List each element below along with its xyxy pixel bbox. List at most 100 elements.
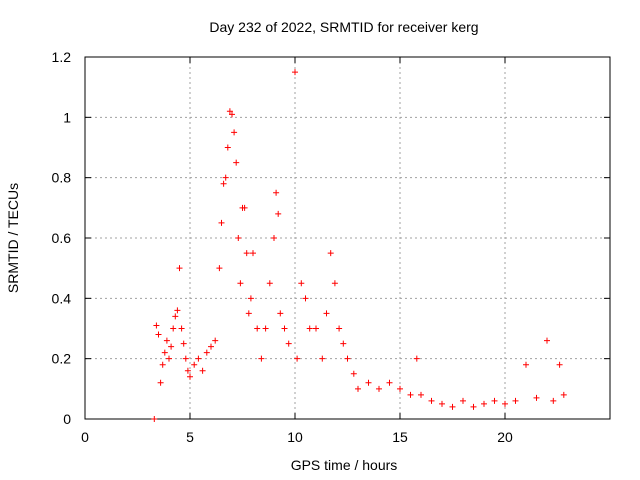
data-point (212, 337, 219, 344)
data-point (226, 108, 233, 115)
data-point (331, 280, 338, 287)
data-point (344, 355, 351, 362)
x-axis-label: GPS time / hours (291, 457, 398, 473)
data-point (245, 310, 252, 317)
data-point (151, 416, 158, 422)
x-tick-label: 10 (287, 429, 303, 445)
chart-title: Day 232 of 2022, SRMTID for receiver ker… (209, 19, 478, 35)
y-tick-label: 0.2 (52, 351, 72, 367)
data-point (319, 355, 326, 362)
data-point (254, 325, 261, 332)
data-point (460, 397, 466, 404)
data-point (302, 295, 309, 302)
data-point (166, 355, 172, 362)
data-point (231, 129, 238, 136)
x-tick-label: 20 (497, 429, 513, 445)
data-point (277, 310, 284, 317)
data-point (233, 159, 240, 166)
data-point (222, 174, 229, 181)
data-point (386, 379, 393, 386)
data-point (285, 340, 292, 347)
data-point (323, 310, 330, 317)
y-tick-label: 1 (63, 109, 71, 125)
data-point (168, 343, 175, 350)
data-point (180, 340, 187, 347)
data-point (275, 210, 282, 217)
data-point (439, 400, 445, 407)
data-point (313, 325, 319, 332)
data-point (208, 343, 214, 350)
data-points (151, 69, 567, 422)
data-point (350, 370, 357, 377)
data-point (470, 403, 477, 410)
data-point (355, 385, 361, 392)
data-point (237, 280, 244, 287)
data-point (556, 361, 563, 368)
data-point (560, 391, 567, 398)
data-point (224, 144, 231, 151)
data-point (449, 403, 456, 410)
data-point (262, 325, 269, 332)
data-point (176, 265, 183, 272)
data-point (153, 322, 160, 329)
data-point (376, 385, 382, 392)
data-point (298, 280, 305, 287)
data-point (271, 235, 277, 241)
data-point (172, 313, 179, 320)
data-point (195, 355, 202, 362)
data-point (258, 355, 265, 362)
data-point (544, 337, 550, 344)
data-point (170, 325, 177, 332)
data-point (155, 331, 162, 338)
data-point (229, 111, 235, 118)
data-point (273, 189, 280, 196)
data-point (174, 307, 181, 314)
data-point (512, 397, 519, 404)
data-point (178, 325, 185, 332)
data-point (306, 325, 313, 332)
data-point (191, 361, 198, 368)
x-tick-label: 5 (186, 429, 194, 445)
data-point (294, 355, 301, 362)
data-point (281, 325, 288, 332)
data-point (413, 355, 420, 362)
data-point (340, 340, 347, 347)
data-point (216, 265, 223, 272)
data-point (247, 295, 254, 302)
data-point (159, 361, 166, 368)
data-point (218, 219, 225, 226)
data-point (203, 349, 210, 356)
data-point (550, 397, 557, 404)
y-tick-label: 0 (63, 411, 71, 427)
data-point (336, 325, 343, 332)
data-point (161, 349, 168, 356)
data-point (157, 379, 164, 386)
y-tick-label: 0.8 (52, 170, 72, 186)
data-point (241, 204, 248, 211)
data-point (491, 397, 498, 404)
data-point (243, 250, 250, 257)
data-point (365, 379, 372, 386)
data-point (266, 280, 273, 287)
data-point (397, 385, 403, 392)
data-point (407, 391, 414, 398)
data-point (187, 373, 193, 380)
data-point (523, 361, 529, 368)
x-axis-ticks: 0 5 10 15 20 (81, 57, 513, 445)
data-point (199, 367, 206, 374)
data-point (418, 391, 424, 398)
x-tick-label: 15 (392, 429, 408, 445)
data-point (220, 180, 227, 187)
y-tick-label: 0.6 (52, 230, 72, 246)
y-tick-label: 0.4 (52, 290, 72, 306)
data-point (292, 69, 298, 76)
data-point (502, 400, 508, 407)
x-tick-label: 0 (81, 429, 89, 445)
data-point (184, 367, 191, 374)
data-point (327, 250, 334, 257)
y-tick-label: 1.2 (52, 49, 72, 65)
data-point (182, 355, 189, 362)
data-point (250, 250, 256, 257)
data-point (235, 235, 242, 241)
